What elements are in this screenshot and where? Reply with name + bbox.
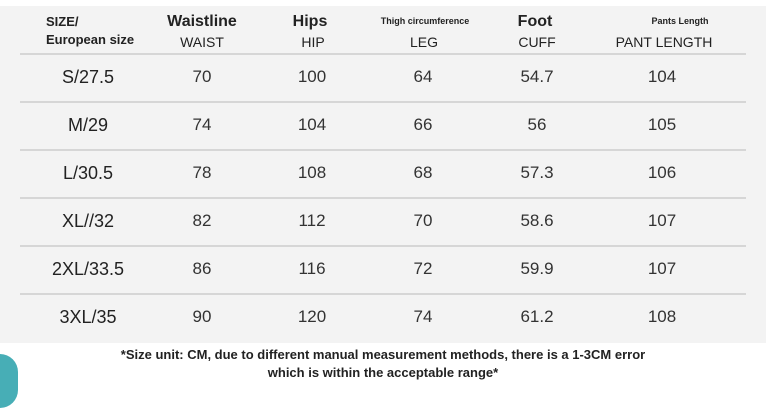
table-header: SIZE/ European size Waistline WAIST Hips… xyxy=(0,6,766,54)
cell-pant-length: 105 xyxy=(647,115,677,134)
divider xyxy=(20,197,746,199)
cell-waist: 74 xyxy=(192,115,212,134)
cell-cuff: 58.6 xyxy=(520,211,554,230)
divider xyxy=(20,245,746,247)
header-leg-bottom: LEG xyxy=(409,34,439,50)
cell-leg: 70 xyxy=(413,211,433,230)
header-leg-top: Thigh circumference xyxy=(380,16,470,26)
cell-size: S/27.5 xyxy=(61,67,115,87)
cell-cuff: 59.9 xyxy=(520,259,554,278)
cell-hip: 108 xyxy=(297,163,327,182)
note-line-2: which is within the acceptable range* xyxy=(267,365,499,380)
table-row: 2XL/33.5 86 116 72 59.9 107 xyxy=(0,246,766,294)
header-size: SIZE/ European size xyxy=(46,6,134,47)
header-hips-bottom: HIP xyxy=(301,34,325,50)
cell-pant-length: 107 xyxy=(647,259,677,278)
cell-cuff: 54.7 xyxy=(520,67,554,86)
cell-leg: 72 xyxy=(413,259,433,278)
header-size-top: SIZE/ xyxy=(46,14,79,29)
cell-leg: 64 xyxy=(413,67,433,86)
divider xyxy=(20,53,746,55)
cell-hip: 104 xyxy=(297,115,327,134)
table-row: XL//32 82 112 70 58.6 107 xyxy=(0,198,766,246)
cell-hip: 120 xyxy=(297,307,327,326)
cell-leg: 66 xyxy=(413,115,433,134)
cell-pant-length: 106 xyxy=(647,163,677,182)
cell-size: XL//32 xyxy=(61,211,115,231)
decorative-circle xyxy=(0,354,18,408)
cell-cuff: 57.3 xyxy=(520,163,554,182)
cell-cuff: 61.2 xyxy=(520,307,554,326)
table-row: 3XL/35 90 120 74 61.2 108 xyxy=(0,294,766,342)
table-row: L/30.5 78 108 68 57.3 106 xyxy=(0,150,766,198)
cell-leg: 68 xyxy=(413,163,433,182)
cell-size: M/29 xyxy=(67,115,109,135)
cell-cuff: 56 xyxy=(527,115,547,134)
cell-hip: 112 xyxy=(298,211,326,230)
cell-size: 2XL/33.5 xyxy=(51,259,125,279)
cell-size: L/30.5 xyxy=(62,163,114,183)
header-hips-top: Hips xyxy=(292,13,328,30)
header-cuff-bottom: CUFF xyxy=(518,34,556,50)
divider xyxy=(20,293,746,295)
header-size-bottom: European size xyxy=(46,32,135,47)
cell-waist: 82 xyxy=(192,211,212,230)
cell-waist: 86 xyxy=(192,259,212,278)
divider xyxy=(20,149,746,151)
cell-pant-length: 108 xyxy=(647,307,677,326)
header-length-bottom: PANT LENGTH xyxy=(615,34,713,50)
cell-hip: 116 xyxy=(298,259,326,278)
size-note: *Size unit: CM, due to different manual … xyxy=(60,346,706,382)
note-line-1: *Size unit: CM, due to different manual … xyxy=(120,347,646,362)
cell-waist: 70 xyxy=(192,67,212,86)
header-waist-bottom: WAIST xyxy=(180,34,224,50)
cell-leg: 74 xyxy=(413,307,433,326)
cell-size: 3XL/35 xyxy=(59,307,117,327)
cell-waist: 78 xyxy=(192,163,212,182)
cell-waist: 90 xyxy=(192,307,212,326)
cell-pant-length: 104 xyxy=(647,67,677,86)
cell-pant-length: 107 xyxy=(647,211,677,230)
header-cuff-top: Foot xyxy=(517,13,553,30)
divider xyxy=(20,101,746,103)
table-row: S/27.5 70 100 64 54.7 104 xyxy=(0,54,766,102)
header-length-top: Pants Length xyxy=(651,16,709,26)
table-row: M/29 74 104 66 56 105 xyxy=(0,102,766,150)
size-chart-panel: SIZE/ European size Waistline WAIST Hips… xyxy=(0,6,766,343)
cell-hip: 100 xyxy=(297,67,327,86)
header-waist-top: Waistline xyxy=(167,13,237,30)
